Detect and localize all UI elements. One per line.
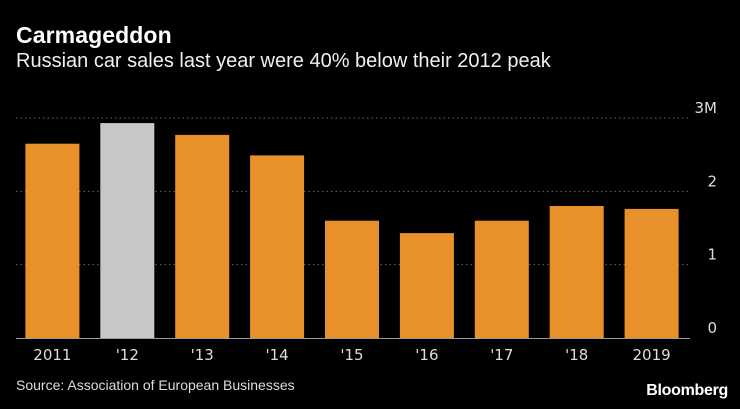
x-tick-label: '18	[565, 346, 588, 364]
bar-12	[100, 123, 155, 338]
bar-16	[399, 233, 454, 338]
bar-14	[250, 155, 305, 338]
bar-18	[549, 206, 604, 338]
x-tick-label: 2011	[33, 346, 71, 364]
bar-2019	[624, 208, 679, 338]
source-note: Source: Association of European Business…	[16, 377, 295, 393]
y-tick-label: 1	[707, 246, 717, 264]
x-tick-label: '17	[490, 346, 513, 364]
y-tick-label: 2	[707, 172, 717, 190]
x-tick-label: '13	[191, 346, 214, 364]
chart-subtitle: Russian car sales last year were 40% bel…	[16, 50, 551, 72]
bloomberg-logo: Bloomberg	[646, 382, 728, 399]
y-tick-label: 3M	[695, 99, 718, 117]
bar-2011	[25, 143, 80, 338]
x-tick-label: '15	[340, 346, 363, 364]
bar-15	[325, 220, 379, 338]
x-tick-label: 2019	[633, 346, 671, 364]
chart-title: Carmageddon	[16, 22, 172, 48]
x-tick-label: '14	[265, 346, 288, 364]
x-tick-label: '12	[116, 346, 139, 364]
bar-17	[474, 220, 529, 338]
y-tick-label: 0	[707, 319, 717, 337]
bar-13	[175, 134, 230, 338]
x-tick-label: '16	[415, 346, 438, 364]
